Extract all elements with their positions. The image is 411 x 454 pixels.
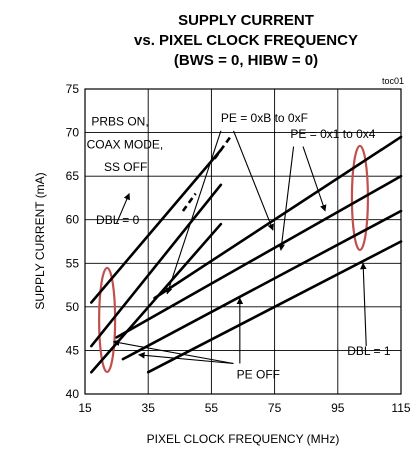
series-line-5 (115, 174, 403, 339)
annotation-4: PE = 0xB to 0xF (221, 111, 308, 125)
annotation-3: SS OFF (104, 160, 147, 174)
y-tick-label: 60 (66, 213, 80, 227)
annotations: PRBS ON, COAX MODE, SS OFF PE = 0xB to 0xF P… (87, 111, 391, 381)
y-tick-label: 40 (66, 387, 80, 401)
dbl1-ellipse (350, 144, 370, 252)
series-line-2 (90, 183, 223, 348)
y-tick-label: 55 (66, 256, 80, 270)
arrow-dbl1 (360, 262, 367, 347)
x-tick-label: 15 (78, 401, 92, 415)
arrow-dbl0 (116, 192, 130, 224)
dbl0-ellipse (98, 266, 117, 374)
arrow-pe-1-4-2 (302, 146, 327, 212)
series-line-1 (90, 148, 223, 304)
chart-title-line2: vs. PIXEL CLOCK FREQUENCY (134, 32, 358, 49)
chart-title-line3: (BWS = 0, HIBW = 0) (174, 52, 318, 69)
annotation-7: DBL = 1 (347, 344, 391, 358)
annotation-8: PE OFF (237, 367, 280, 381)
arrow-pe-off-3 (112, 339, 234, 365)
series-lines (90, 135, 403, 374)
x-tick-label: 95 (331, 401, 345, 415)
y-tick-labels: 40 45 50 55 60 65 70 75 (66, 82, 80, 401)
x-tick-label: 35 (142, 401, 156, 415)
ellipse-markers (98, 144, 370, 374)
x-tick-label: 75 (268, 401, 282, 415)
annotation-1: PRBS ON, (91, 115, 148, 129)
arrow-pe-1-4-1 (278, 146, 295, 251)
x-tick-labels: 15 35 55 75 95 115 (78, 401, 411, 415)
annotation-5: PE = 0x1 to 0x4 (290, 127, 375, 141)
annotation-6: DBL = 0 (96, 213, 140, 227)
y-tick-label: 45 (66, 343, 80, 357)
chart-title-line1: SUPPLY CURRENT (178, 12, 314, 29)
series-line-7 (146, 240, 403, 374)
y-tick-label: 75 (66, 82, 80, 96)
annotation-2: COAX MODE, (87, 137, 164, 151)
plot-grid (85, 89, 401, 394)
arrow-pe-b-f-2 (233, 130, 274, 231)
y-axis-label: SUPPLY CURRENT (mA) (33, 172, 47, 309)
arrow-pe-b-f-1 (165, 130, 222, 295)
y-tick-label: 50 (66, 300, 80, 314)
dashed-extension-2 (181, 192, 197, 212)
y-tick-label: 65 (66, 169, 80, 183)
arrow-pe-off-1 (138, 352, 234, 365)
y-tick-label: 70 (66, 126, 80, 140)
annotation-arrows (112, 130, 367, 365)
series-line-4 (153, 135, 403, 300)
x-tick-label: 55 (205, 401, 219, 415)
figure-id: toc01 (382, 76, 404, 86)
dashed-extension-1 (213, 136, 232, 160)
series-line-6 (121, 209, 403, 361)
x-axis-label: PIXEL CLOCK FREQUENCY (MHz) (147, 432, 340, 446)
x-tick-label: 115 (391, 401, 410, 415)
